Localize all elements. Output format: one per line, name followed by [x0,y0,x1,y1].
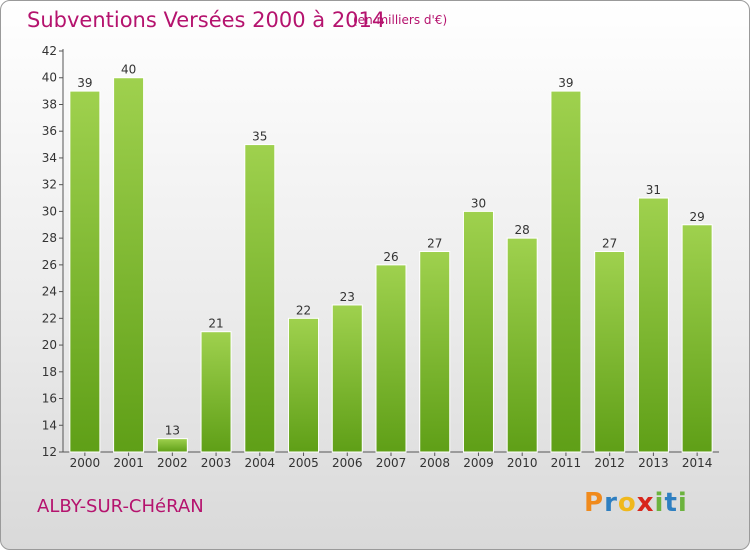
y-tick-label: 34 [42,151,57,165]
y-tick-label: 12 [42,445,57,459]
bar-2000 [69,90,101,453]
y-tick-label: 16 [42,392,57,406]
chart-title: Subventions Versées 2000 à 2014 [27,8,386,32]
x-tick-label: 2003 [201,456,232,470]
y-tick-label: 38 [42,97,57,111]
logo-letter: r [604,488,618,518]
place-name: ALBY-SUR-CHéRAN [37,496,204,517]
x-tick-label: 2011 [551,456,582,470]
bar-2002 [156,438,188,453]
proxiti-logo: Proxiti [584,488,688,518]
value-label-2010: 28 [515,223,530,237]
x-tick-label: 2005 [288,456,319,470]
chart-subtitle: (en milliers d'€) [353,13,448,27]
bar-2014 [681,224,713,453]
bar-2007 [375,264,407,453]
bar-2005 [288,317,320,453]
value-labels: 39 40 13 21 35 22 23 26 27 30 28 39 27 31 29 [77,63,705,438]
y-tick-label: 20 [42,338,57,352]
bar-2006 [331,304,363,453]
x-tick-label: 2006 [332,456,363,470]
bar-2013 [637,197,669,453]
value-label-2003: 21 [208,317,223,331]
bar-2008 [419,251,451,453]
value-label-2001: 40 [121,63,136,77]
y-tick-label: 36 [42,124,57,138]
x-tick-label: 2009 [463,456,494,470]
bar-2010 [506,237,538,453]
value-label-2004: 35 [252,130,267,144]
x-tick-label: 2013 [638,456,669,470]
bar-2001 [113,77,145,453]
bar-2009 [462,210,494,453]
logo-letter: i [654,488,665,518]
value-label-2013: 31 [646,183,661,197]
y-tick-label: 42 [42,44,57,58]
y-tick-label: 22 [42,311,57,325]
x-tick-label: 2010 [507,456,538,470]
x-tick-label: 2002 [157,456,188,470]
bar-2011 [550,90,582,453]
value-label-2014: 29 [689,210,704,224]
x-tick-label: 2000 [70,456,101,470]
x-tick-label: 2007 [376,456,407,470]
x-tick-label: 2012 [594,456,625,470]
y-tick-label: 40 [42,71,57,85]
logo-letter: P [584,488,605,518]
bar-2004 [244,144,276,453]
value-label-2002: 13 [165,424,180,438]
axes: 12 14 16 18 20 22 24 26 28 30 32 34 36 38 40 42 2000 2001… [42,44,719,470]
value-label-2008: 27 [427,237,442,251]
logo-letter: x [636,488,655,518]
y-tick-label: 14 [42,418,57,432]
x-tick-label: 2001 [113,456,144,470]
logo-letter: i [677,488,688,518]
x-tick-label: 2008 [419,456,450,470]
bar-2012 [594,251,626,453]
logo-letter: o [617,488,637,518]
y-tick-label: 26 [42,258,57,272]
value-label-2009: 30 [471,196,486,210]
value-label-2012: 27 [602,237,617,251]
value-label-2007: 26 [383,250,398,264]
y-tick-label: 32 [42,178,57,192]
value-label-2000: 39 [77,76,92,90]
value-label-2006: 23 [340,290,355,304]
y-tick-label: 30 [42,204,57,218]
value-label-2011: 39 [558,76,573,90]
x-tick-label: 2004 [245,456,276,470]
x-tick-label: 2014 [682,456,713,470]
y-tick-label: 28 [42,231,57,245]
y-tick-label: 18 [42,365,57,379]
y-tick-label: 24 [42,285,57,299]
bars [69,77,713,453]
bar-2003 [200,331,232,453]
logo-letter: t [664,488,678,518]
value-label-2005: 22 [296,303,311,317]
